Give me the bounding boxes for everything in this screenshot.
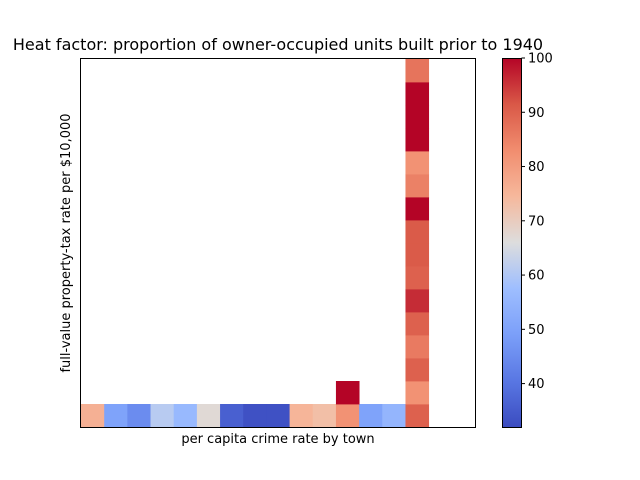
heatmap-cell <box>127 404 151 428</box>
colorbar-tick-label: 90 <box>528 106 545 121</box>
heatmap-cell <box>243 404 267 428</box>
heatmap-cell <box>405 174 430 198</box>
heatmap-cell <box>173 404 198 428</box>
heatmap-cell <box>405 220 430 244</box>
colorbar <box>502 58 521 427</box>
heatmap-cell <box>335 404 360 428</box>
heatmap-cell <box>196 404 221 428</box>
heatmap-cell <box>359 404 383 428</box>
plot-frame <box>80 58 476 428</box>
heatmap-cell <box>405 404 430 428</box>
heatmap-cell <box>405 82 430 106</box>
heatmap-cell <box>405 381 430 405</box>
heatmap-cell <box>81 404 105 428</box>
heatmap-cell <box>405 105 430 129</box>
heatmap-cell <box>405 128 430 152</box>
heatmap-cell <box>104 404 128 428</box>
colorbar-tick-label: 100 <box>528 52 553 67</box>
heatmap-cell <box>266 404 290 428</box>
heatmap-cell <box>312 404 337 428</box>
heatmap-cell <box>405 358 430 382</box>
heatmap-cell <box>405 312 430 336</box>
heatmap-cell <box>405 266 430 290</box>
colorbar-tick-label: 80 <box>528 160 545 175</box>
colorbar-tick-label: 40 <box>528 377 545 392</box>
heatmap-cell <box>382 404 406 428</box>
heatmap-cell <box>289 404 314 428</box>
heatmap-cell <box>405 59 430 83</box>
heatmap-cell <box>405 151 430 175</box>
heatmap-cell <box>405 335 430 359</box>
heatmap-cell <box>150 404 175 428</box>
heatmap-cell <box>405 197 430 221</box>
colorbar-tick-label: 60 <box>528 269 545 284</box>
heatmap-cells <box>81 59 430 428</box>
colorbar-tick-label: 50 <box>528 323 545 338</box>
y-axis-label: full-value property-tax rate per $10,000 <box>59 113 74 372</box>
colorbar-tick-label: 70 <box>528 214 545 229</box>
chart-title: Heat factor: proportion of owner-occupie… <box>13 35 543 54</box>
colorbar-ticks: 40 50 60 70 80 90 100 <box>521 52 553 392</box>
x-axis-label: per capita crime rate by town <box>181 432 374 447</box>
colorbar-frame <box>502 58 522 428</box>
heatmap-cell <box>405 289 430 313</box>
heatmap-cell <box>405 243 430 267</box>
heatmap-cell <box>335 381 360 405</box>
heatmap-cell <box>220 404 244 428</box>
